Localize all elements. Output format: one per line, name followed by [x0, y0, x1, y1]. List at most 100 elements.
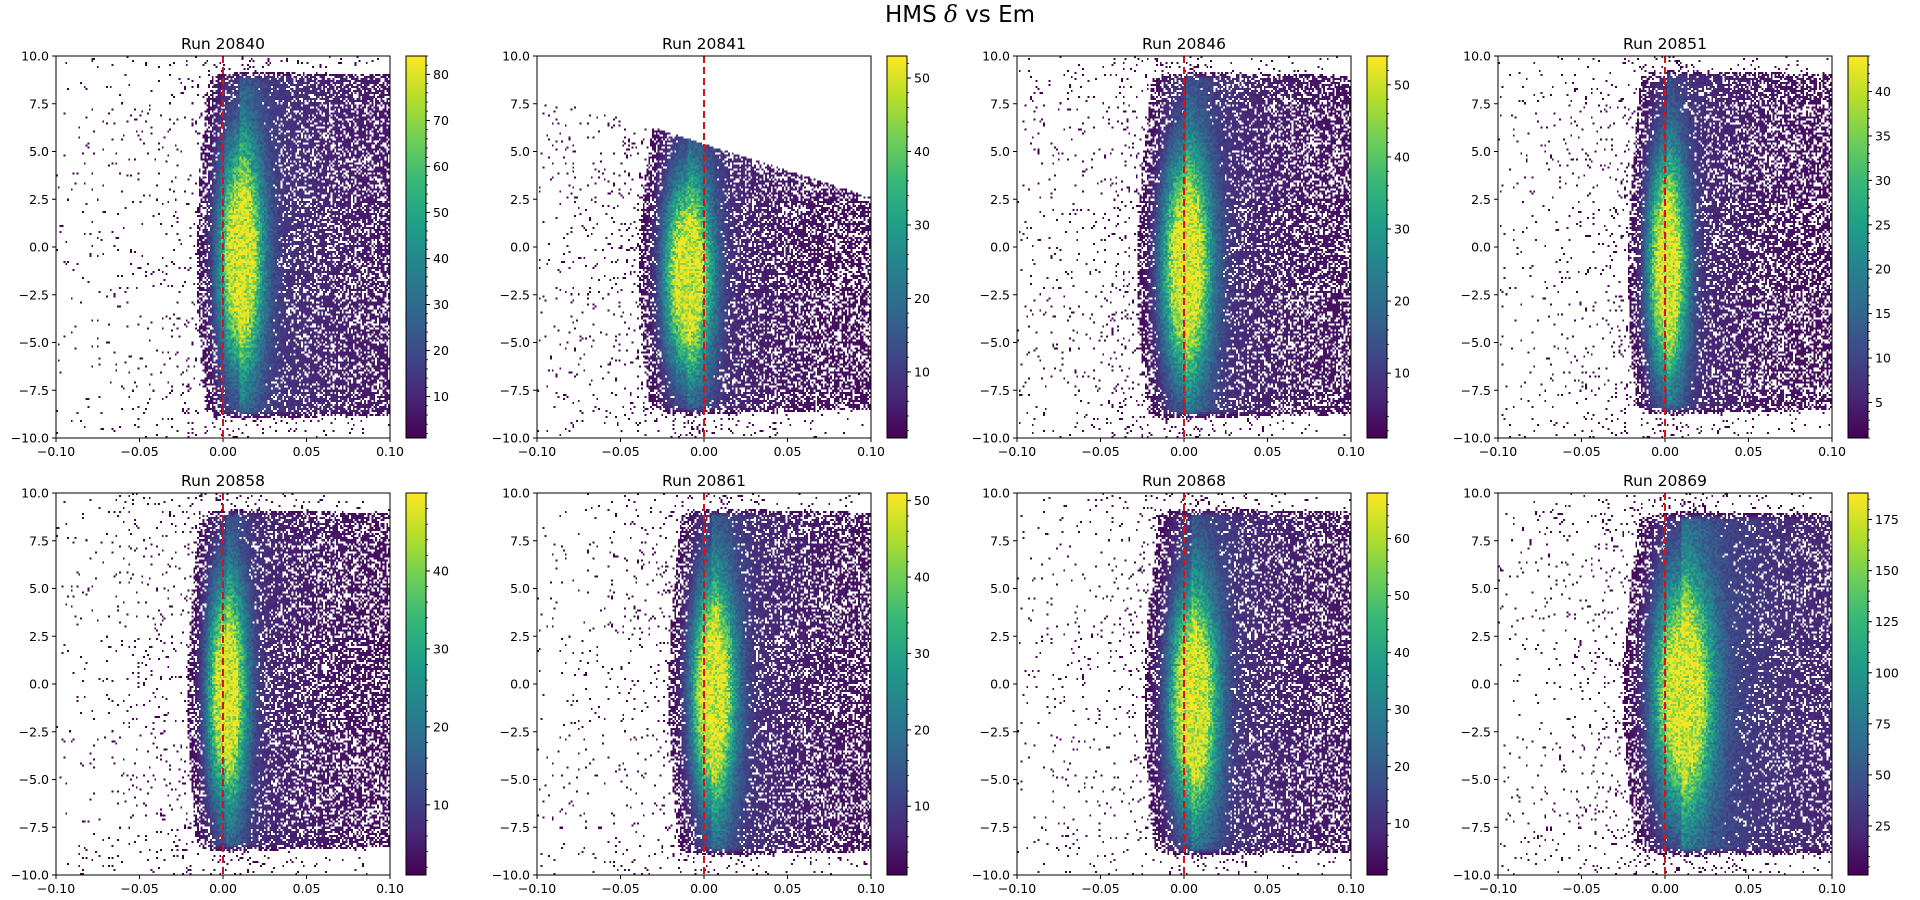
colorbar-tick-label: 30 [433, 297, 449, 312]
subplot-title: Run 20861 [662, 472, 746, 490]
colorbar-tick-label: 10 [433, 797, 449, 812]
figure-title-suffix: vs Em [957, 2, 1036, 28]
y-tick-label: −7.5 [19, 383, 49, 398]
y-tick-label: 7.5 [990, 533, 1010, 548]
y-tick-label: 5.0 [510, 581, 530, 596]
y-tick-label: −10.0 [492, 868, 530, 883]
colorbar-tick-label: 15 [1875, 306, 1891, 321]
colorbar-tick-label: 10 [914, 364, 930, 379]
colorbar-tick-label: 30 [1394, 702, 1410, 717]
x-tick-label: −0.10 [518, 444, 556, 459]
x-tick-label: −0.05 [1562, 444, 1600, 459]
colorbar-tick-label: 60 [1394, 531, 1410, 546]
y-tick-label: −2.5 [500, 724, 530, 739]
x-tick-label: 0.00 [209, 444, 237, 459]
colorbar-tick-label: 20 [1394, 759, 1410, 774]
colorbar [886, 55, 908, 439]
y-tick-label: −7.5 [980, 820, 1010, 835]
colorbar-tick-label: 25 [1875, 217, 1891, 232]
colorbar-tick-label: 40 [914, 144, 930, 159]
y-tick-label: 2.5 [510, 192, 530, 207]
y-tick-label: 0.0 [510, 240, 530, 255]
colorbar-tick-label: 20 [1394, 294, 1410, 309]
y-tick-label: −2.5 [19, 287, 49, 302]
y-tick-label: −5.0 [19, 335, 49, 350]
subplot-title: Run 20868 [1142, 472, 1226, 490]
colorbar-tick-label: 10 [1394, 366, 1410, 381]
colorbar-tick-label: 175 [1875, 512, 1899, 527]
x-tick-label: −0.10 [998, 881, 1036, 896]
colorbar-tick-label: 150 [1875, 563, 1899, 578]
x-tick-label: 0.05 [1254, 881, 1282, 896]
y-tick-label: 5.0 [29, 581, 49, 596]
x-tick-label: −0.05 [601, 881, 639, 896]
x-tick-label: −0.05 [1562, 881, 1600, 896]
y-tick-label: −10.0 [11, 868, 49, 883]
colorbar-tick-label: 50 [433, 205, 449, 220]
colorbar-tick-label: 5 [1875, 395, 1883, 410]
subplot-run-20846: Run 20846 −0.10 −0.05 0.00 0.05 0.10 −10.0 −7.5… [972, 35, 1410, 459]
x-tick-label: 0.00 [1170, 881, 1198, 896]
y-tick-label: −5.0 [500, 772, 530, 787]
y-tick-label: 7.5 [510, 533, 530, 548]
colorbar-tick-label: 50 [1875, 767, 1891, 782]
y-tick-label: −5.0 [980, 772, 1010, 787]
colorbar [1847, 55, 1869, 439]
y-tick-label: −10.0 [1453, 431, 1491, 446]
colorbar-tick-label: 10 [1394, 816, 1410, 831]
x-tick-label: 0.00 [1170, 444, 1198, 459]
y-tick-label: 10.0 [21, 49, 49, 64]
y-tick-label: −7.5 [1461, 383, 1491, 398]
colorbar-tick-label: 10 [1875, 351, 1891, 366]
figure-title-prefix: HMS [884, 2, 945, 28]
y-tick-label: 2.5 [29, 629, 49, 644]
x-tick-label: 0.05 [293, 881, 321, 896]
y-tick-label: 2.5 [990, 192, 1010, 207]
y-tick-label: −5.0 [980, 335, 1010, 350]
y-tick-label: −10.0 [1453, 868, 1491, 883]
subplot-run-20841: Run 20841 −0.10 −0.05 0.00 0.05 0.10 −10.0 −7.5… [492, 35, 930, 459]
colorbar-tick-label: 25 [1875, 818, 1891, 833]
y-tick-label: −2.5 [1461, 724, 1491, 739]
subplot-title: Run 20846 [1142, 35, 1226, 53]
colorbar [405, 55, 427, 439]
y-tick-label: 10.0 [1463, 49, 1491, 64]
y-tick-label: 7.5 [510, 96, 530, 111]
x-tick-label: −0.10 [518, 881, 556, 896]
x-tick-label: 0.05 [1254, 444, 1282, 459]
x-tick-label: 0.10 [1337, 444, 1365, 459]
x-tick-label: 0.05 [1735, 444, 1763, 459]
subplot-run-20851: Run 20851−0.10 −0.05 0.00 0.05 0.10−10.0−7.5… [1453, 35, 1891, 459]
x-tick-label: 0.05 [1735, 881, 1763, 896]
subplot-title: Run 20858 [181, 472, 265, 490]
y-tick-label: −5.0 [500, 335, 530, 350]
subplot-title: Run 20869 [1623, 472, 1707, 490]
x-tick-label: 0.10 [857, 881, 885, 896]
colorbar-tick-label: 40 [1394, 149, 1410, 164]
colorbar-tick-label: 20 [433, 343, 449, 358]
y-tick-label: −5.0 [1461, 772, 1491, 787]
y-tick-label: 0.0 [510, 677, 530, 692]
delta-symbol: δ [944, 2, 958, 28]
x-tick-label: −0.10 [998, 444, 1036, 459]
colorbar-tick-label: 30 [1875, 173, 1891, 188]
colorbar [405, 492, 427, 876]
subplot-run-20861: Run 20861 −0.10 −0.05 0.00 0.05 0.10 −10.0 −7.5… [492, 472, 930, 896]
y-tick-label: −7.5 [500, 820, 530, 835]
subplot-title: Run 20841 [662, 35, 746, 53]
colorbar-tick-label: 40 [914, 570, 930, 585]
y-tick-label: −10.0 [492, 431, 530, 446]
colorbar-tick-label: 60 [433, 159, 449, 174]
colorbar-tick-label: 30 [433, 641, 449, 656]
colorbar-tick-label: 30 [1394, 221, 1410, 236]
x-tick-label: −0.10 [37, 444, 75, 459]
subplot-title: Run 20840 [181, 35, 265, 53]
colorbar-tick-label: 20 [914, 722, 930, 737]
y-tick-label: 7.5 [1471, 96, 1491, 111]
colorbar-tick-label: 10 [914, 799, 930, 814]
y-tick-label: 7.5 [990, 96, 1010, 111]
x-tick-label: 0.05 [774, 444, 802, 459]
subplot-run-20869: Run 20869 −0.10 −0.05 0.00 0.05 0.10 −10.0 −7.5… [1453, 472, 1899, 896]
colorbar-tick-label: 40 [433, 563, 449, 578]
